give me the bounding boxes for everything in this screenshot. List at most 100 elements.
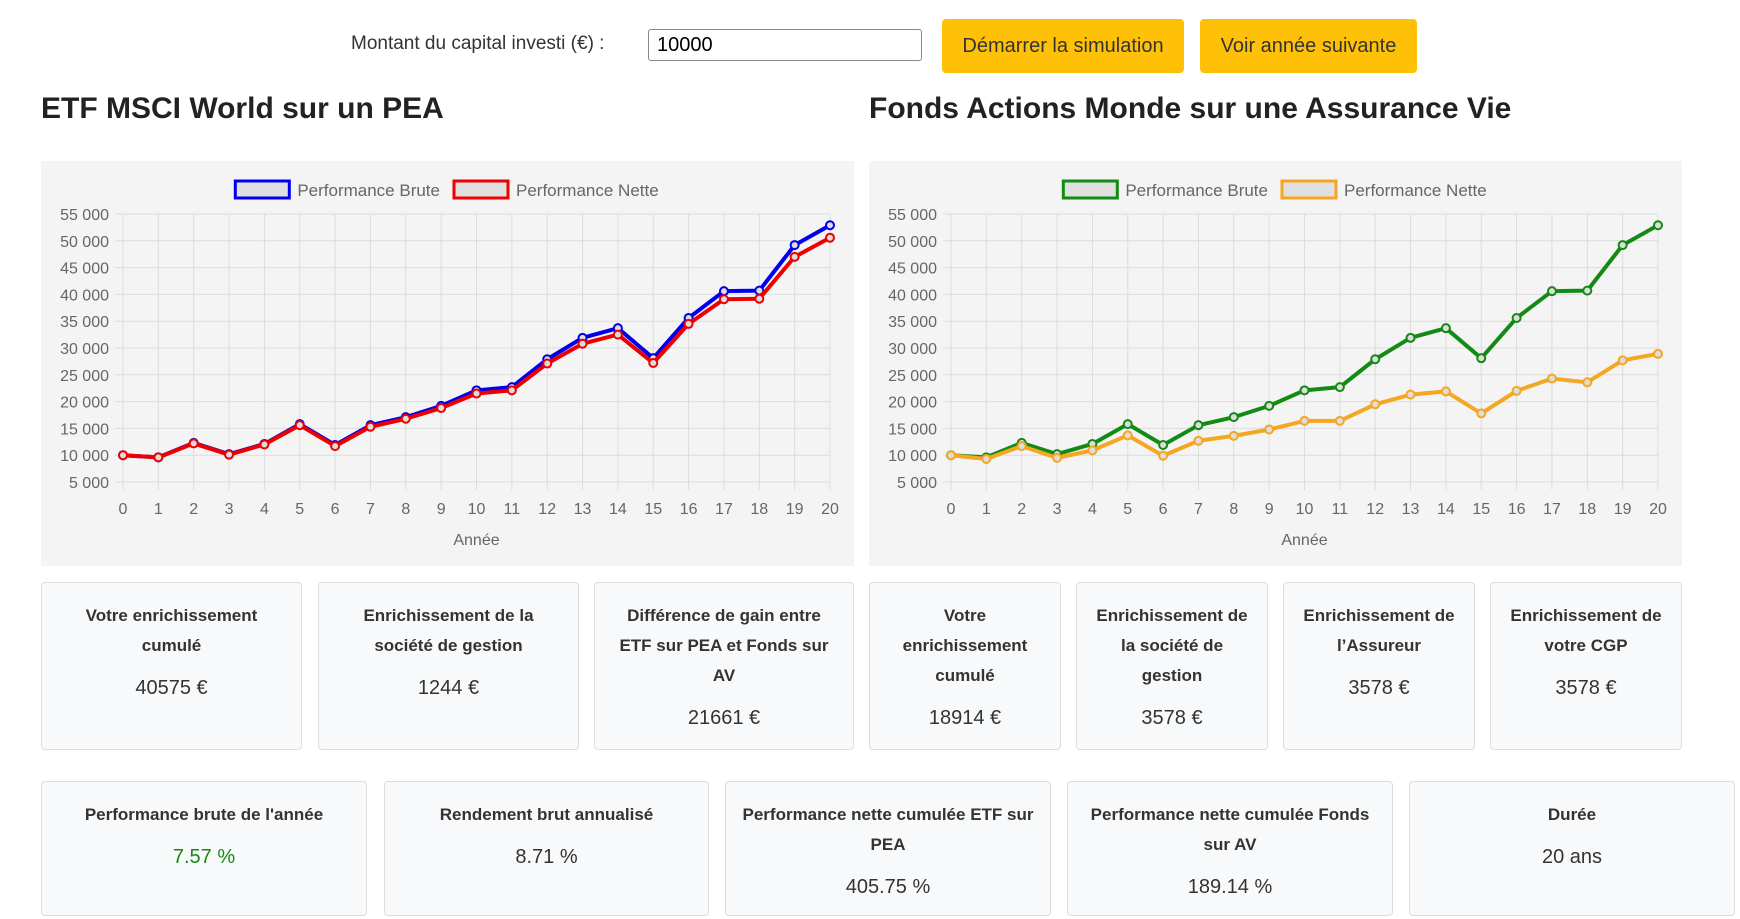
y-tick-label: 10 000	[60, 448, 109, 465]
data-point	[294, 420, 305, 431]
x-tick-label: 16	[680, 501, 698, 518]
x-tick-label: 20	[1649, 501, 1667, 518]
capital-input[interactable]: 10000	[648, 29, 922, 61]
x-tick-label: 7	[366, 501, 375, 518]
data-point	[1158, 440, 1169, 451]
x-tick-label: 4	[1088, 501, 1097, 518]
x-tick-label: 1	[154, 501, 163, 518]
y-tick-label: 35 000	[60, 314, 109, 331]
x-tick-label: 2	[1017, 501, 1026, 518]
stat-card: Enrichissement de la société de gestion 1…	[318, 582, 579, 750]
data-point	[1405, 389, 1416, 400]
x-tick-label: 17	[1543, 501, 1561, 518]
legend-swatch	[1061, 179, 1119, 200]
x-tick-label: 18	[750, 501, 768, 518]
data-point	[1334, 415, 1345, 426]
stat-card: Différence de gain entre ETF sur PEA et …	[594, 582, 854, 750]
y-tick-label: 50 000	[60, 234, 109, 251]
x-tick-label: 6	[1159, 501, 1168, 518]
stat-label: Enrichissement de votre CGP	[1510, 606, 1662, 655]
data-point	[400, 413, 411, 424]
x-tick-label: 14	[1437, 501, 1455, 518]
chart: 5 000 10 000 15 000 20 000 25 000 30 000 35 00…	[60, 179, 839, 549]
y-tick-label: 20 000	[60, 395, 109, 412]
capital-label: Montant du capital investi (€) :	[351, 33, 605, 54]
x-tick-label: 4	[260, 501, 269, 518]
data-point	[648, 358, 659, 369]
x-tick-label: 14	[609, 501, 627, 518]
y-tick-label: 15 000	[60, 421, 109, 438]
data-point	[981, 453, 992, 464]
next-year-button[interactable]: Voir année suivante	[1200, 19, 1417, 73]
y-tick-label: 55 000	[888, 207, 937, 224]
stat-label: Performance nette cumulée Fonds sur AV	[1090, 805, 1370, 854]
y-tick-label: 15 000	[888, 421, 937, 438]
data-point	[612, 329, 623, 340]
x-tick-label: 0	[119, 501, 128, 518]
data-point	[118, 450, 128, 461]
stat-card: Votre enrichissement cumulé 40575 €	[41, 582, 302, 750]
data-point	[1617, 240, 1628, 251]
data-point	[1299, 415, 1310, 426]
x-tick-label: 9	[437, 501, 446, 518]
data-point	[754, 293, 765, 304]
y-tick-label: 25 000	[60, 368, 109, 385]
stat-value: 3578 €	[1555, 677, 1617, 699]
y-tick-label: 55 000	[60, 207, 109, 224]
x-tick-label: 8	[401, 501, 410, 518]
legend-label: Performance Nette	[516, 181, 659, 200]
data-point	[1511, 312, 1522, 323]
data-point	[1122, 430, 1133, 441]
x-tick-label: 12	[538, 501, 556, 518]
legend-label: Performance Brute	[1125, 181, 1268, 200]
data-point	[718, 294, 729, 305]
data-point	[1052, 452, 1063, 463]
data-point	[683, 318, 694, 329]
stat-label: Enrichissement de la société de gestion	[363, 606, 534, 655]
data-point	[946, 450, 956, 461]
x-axis-label: Année	[453, 532, 499, 549]
data-point	[718, 286, 729, 297]
data-point	[1546, 286, 1557, 297]
data-point	[1476, 353, 1487, 364]
data-point	[1370, 354, 1381, 365]
y-tick-label: 40 000	[60, 287, 109, 304]
start-button[interactable]: Démarrer la simulation	[942, 19, 1184, 73]
data-point	[1370, 399, 1381, 410]
data-point	[330, 441, 341, 452]
y-tick-label: 35 000	[888, 314, 937, 331]
data-point	[259, 439, 270, 450]
y-tick-label: 5 000	[69, 475, 109, 492]
stat-card: Enrichissement de l’Assureur 3578 €	[1283, 582, 1475, 750]
data-point	[1440, 323, 1451, 334]
x-tick-label: 17	[715, 501, 733, 518]
data-point	[1193, 435, 1204, 446]
data-point	[1264, 424, 1275, 435]
stat-label: Durée	[1547, 805, 1597, 824]
y-tick-label: 45 000	[60, 261, 109, 278]
y-tick-label: 50 000	[888, 234, 937, 251]
stat-value: 189.14 %	[1187, 876, 1273, 898]
x-tick-label: 19	[1614, 501, 1632, 518]
y-tick-label: 45 000	[888, 261, 937, 278]
x-tick-label: 11	[1332, 501, 1349, 518]
x-tick-label: 13	[574, 501, 592, 518]
x-tick-label: 5	[1123, 501, 1132, 518]
data-point	[436, 403, 447, 414]
x-tick-label: 11	[504, 501, 521, 518]
data-point	[1440, 386, 1451, 397]
x-tick-label: 10	[468, 501, 486, 518]
x-tick-label: 20	[821, 501, 839, 518]
x-tick-label: 19	[786, 501, 804, 518]
legend-swatch	[452, 179, 510, 200]
x-tick-label: 3	[1053, 501, 1062, 518]
data-point	[1299, 385, 1310, 396]
data-point	[1193, 420, 1204, 431]
data-point	[1228, 412, 1239, 423]
data-point	[1546, 373, 1557, 384]
data-point	[1476, 408, 1487, 419]
data-point	[825, 232, 835, 243]
data-point	[1653, 348, 1663, 359]
data-point	[506, 385, 517, 396]
stat-value: 1244 €	[417, 677, 480, 699]
